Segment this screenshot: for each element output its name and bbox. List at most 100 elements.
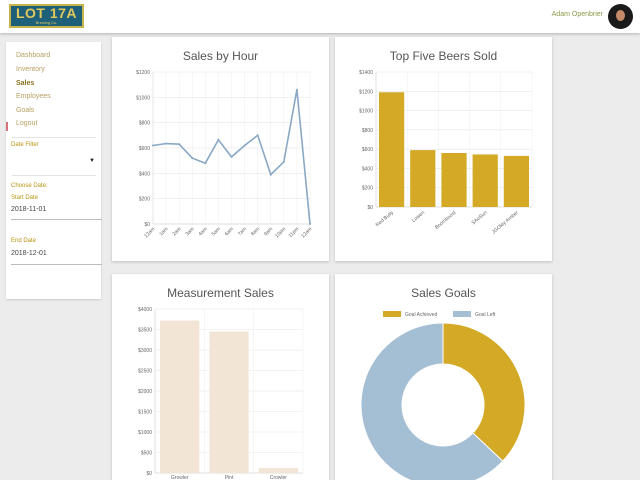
x-tick-label: Pint (225, 475, 234, 480)
sales-goals-chart: Goal Achieved Goal Left (360, 311, 526, 480)
y-tick-label: $0 (146, 471, 152, 477)
measurement-sales-card: Measurement Sales $0 $500 $1000 $1500 $2000 $… (112, 274, 329, 480)
avatar-face-icon (616, 10, 625, 21)
goal-achieved-slice (442, 322, 526, 462)
y-tick-label: $600 (362, 147, 373, 153)
user-name[interactable]: Adam Openbrier (551, 11, 603, 18)
start-date-label: Start Date (11, 195, 39, 201)
x-tick-label: 2am (171, 226, 182, 237)
sales-point (165, 142, 168, 145)
sales-point (152, 144, 154, 147)
sidebar: Dashboard Inventory Sales Employees Goal… (6, 42, 102, 299)
y-tick-label: $1000 (138, 430, 152, 436)
sidebar-item-logout[interactable]: Logout (16, 120, 38, 127)
x-tick-label: Boomboost (434, 210, 458, 231)
y-tick-label: $800 (139, 121, 150, 127)
avatar[interactable] (608, 4, 633, 29)
legend-swatch (453, 311, 471, 317)
y-tick-label: $2000 (138, 389, 152, 395)
y-tick-label: $0 (367, 205, 373, 211)
y-tick-label: $1000 (136, 95, 150, 101)
sales-point (256, 134, 259, 137)
sales-point (217, 138, 220, 141)
x-tick-label: 12am (300, 226, 313, 239)
y-tick-label: $3000 (138, 348, 152, 354)
y-tick-label: $200 (139, 197, 150, 203)
x-tick-label: 3am (185, 226, 196, 237)
sales-point (178, 143, 181, 146)
y-tick-label: $1200 (136, 70, 150, 76)
sidebar-item-sales[interactable]: Sales (16, 80, 35, 87)
beer-bar (472, 154, 498, 207)
end-date-input[interactable]: 2018-12-01 (11, 250, 47, 257)
measurement-bar (258, 468, 298, 473)
measurement-sales-chart: $0 $500 $1000 $1500 $2000 $2500 $3000 $3500 $400… (138, 307, 304, 480)
start-date-underline (11, 219, 102, 220)
y-tick-label: $4000 (138, 307, 152, 313)
legend-label: Goal Achieved (405, 312, 437, 318)
y-tick-label: $2500 (138, 369, 152, 375)
y-tick-label: $500 (141, 451, 152, 457)
measurement-sales-title: Measurement Sales (167, 286, 274, 300)
sidebar-divider (12, 137, 96, 138)
start-date-input[interactable]: 2018-11-01 (11, 206, 47, 213)
sales-point (309, 223, 311, 225)
measurement-bar (160, 320, 200, 473)
logo-sub-text: Brewing Co. (35, 20, 58, 25)
y-tick-label: $3500 (138, 328, 152, 334)
sidebar-item-dashboard[interactable]: Dashboard (16, 52, 51, 59)
beer-bar (441, 153, 467, 207)
sales-by-hour-card: Sales by Hour $0 $200 $400 $600 $800 $1000 $12… (112, 37, 329, 261)
beer-bar (379, 92, 405, 207)
date-filter-label: Date Filter (11, 142, 39, 148)
sales-goals-card: Sales Goals Goal Achieved Goal Left (335, 274, 552, 480)
choose-date-label: Choose Date: (11, 183, 48, 189)
end-date-label: End Date (11, 238, 37, 244)
sales-point (282, 160, 285, 163)
sales-point (295, 88, 298, 91)
y-tick-label: $400 (362, 166, 373, 172)
sales-goals-title: Sales Goals (411, 286, 476, 300)
sidebar-item-inventory[interactable]: Inventory (16, 66, 45, 73)
sales-point (204, 162, 207, 165)
x-tick-label: Lowen (411, 210, 426, 224)
sales-point (191, 157, 194, 160)
top-beers-chart: $0 $200 $400 $600 $800 $1000 $1200 $1400 Red Bul… (359, 70, 533, 235)
x-tick-label: 8am (250, 226, 261, 237)
sidebar-item-goals[interactable]: Goals (16, 107, 35, 114)
x-tick-label: 5am (211, 226, 222, 237)
y-tick-label: $800 (362, 128, 373, 134)
x-tick-label: 9am (263, 226, 274, 237)
brand-logo[interactable]: LOT 17A Brewing Co. (9, 4, 84, 28)
top-beers-title: Top Five Beers Sold (389, 49, 498, 63)
sales-point (230, 155, 233, 158)
sidebar-item-employees[interactable]: Employees (16, 93, 51, 100)
x-tick-label: 1am (158, 226, 169, 237)
goal-left-slice (360, 322, 504, 480)
top-beers-card: Top Five Beers Sold $0 $200 $400 $600 $800 $1… (335, 37, 552, 261)
active-indicator (6, 122, 8, 131)
x-tick-label: 7am (237, 226, 248, 237)
y-tick-label: $1400 (359, 70, 373, 76)
beer-bar (410, 150, 436, 207)
x-tick-label: 6am (224, 226, 235, 237)
sidebar-divider (12, 175, 96, 176)
y-tick-label: $0 (144, 222, 150, 228)
measurement-bar (209, 331, 249, 473)
logo-main-text: LOT 17A (15, 5, 78, 21)
x-tick-label: Red Bully (375, 210, 396, 229)
dropdown-arrow-icon[interactable]: ▼ (89, 158, 95, 164)
x-tick-label: Growler (171, 475, 189, 480)
top-bar: LOT 17A Brewing Co. Adam Openbrier (0, 0, 640, 33)
y-tick-label: $600 (139, 146, 150, 152)
x-tick-label: 12am (143, 226, 156, 239)
y-tick-label: $200 (362, 186, 373, 192)
y-tick-label: $1000 (359, 109, 373, 115)
x-tick-label: Crowler (270, 475, 288, 480)
y-tick-label: $400 (139, 171, 150, 177)
sales-point (269, 173, 272, 176)
sales-by-hour-title: Sales by Hour (182, 49, 259, 63)
legend-label: Goal Left (475, 312, 496, 318)
beer-bar (503, 155, 529, 207)
